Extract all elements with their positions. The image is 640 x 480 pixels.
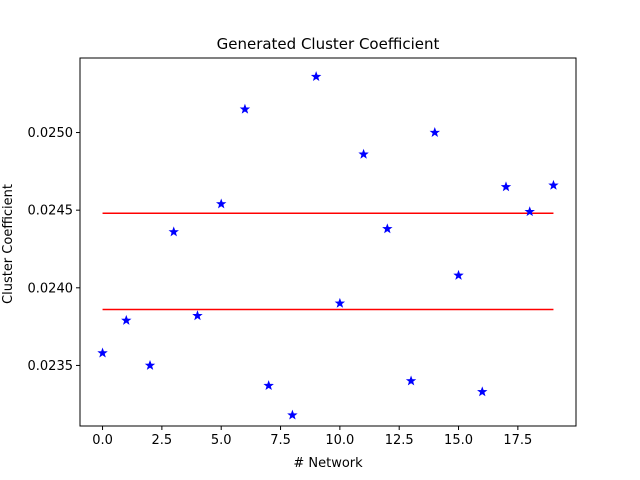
data-point-10 — [334, 297, 346, 308]
x-tick-label: 17.5 — [503, 433, 532, 448]
data-point-19 — [548, 179, 559, 190]
data-point-9 — [310, 71, 322, 82]
x-tick-label: 5.0 — [211, 433, 232, 448]
data-point-15 — [453, 269, 464, 280]
data-point-3 — [168, 226, 179, 237]
y-tick-label: 0.0235 — [28, 359, 74, 374]
data-point-1 — [121, 314, 132, 325]
x-tick-label: 10.0 — [325, 433, 354, 448]
data-point-0 — [97, 347, 108, 358]
x-tick-label: 12.5 — [385, 433, 414, 448]
data-point-11 — [358, 148, 369, 159]
y-tick-label: 0.0250 — [28, 126, 74, 141]
data-point-12 — [382, 223, 393, 234]
data-point-17 — [500, 181, 512, 192]
x-tick-label: 15.0 — [444, 433, 473, 448]
y-tick-label: 0.0240 — [28, 281, 74, 296]
data-point-13 — [405, 375, 417, 386]
x-tick-label: 7.5 — [270, 433, 291, 448]
data-point-7 — [263, 380, 274, 391]
plot-frame — [79, 57, 577, 427]
data-point-8 — [287, 409, 298, 420]
data-point-6 — [239, 103, 251, 114]
y-tick-label: 0.0245 — [28, 204, 74, 219]
x-tick-label: 2.5 — [152, 433, 173, 448]
x-axis-title: # Network — [293, 456, 363, 471]
data-point-2 — [144, 359, 156, 370]
data-point-18 — [524, 206, 535, 217]
data-point-4 — [192, 310, 203, 321]
x-tick-label: 0.0 — [92, 433, 113, 448]
plot-area: 0.0 2.5 5.0 7.5 10.0 12.5 15.0 17.5 0.0235 0.0240… — [28, 57, 577, 448]
data-point-14 — [429, 127, 441, 137]
y-axis-title: Cluster Coefficient — [1, 184, 16, 304]
data-point-5 — [215, 198, 227, 209]
chart-title: Generated Cluster Coefficient — [217, 35, 440, 53]
data-point-16 — [477, 386, 488, 397]
